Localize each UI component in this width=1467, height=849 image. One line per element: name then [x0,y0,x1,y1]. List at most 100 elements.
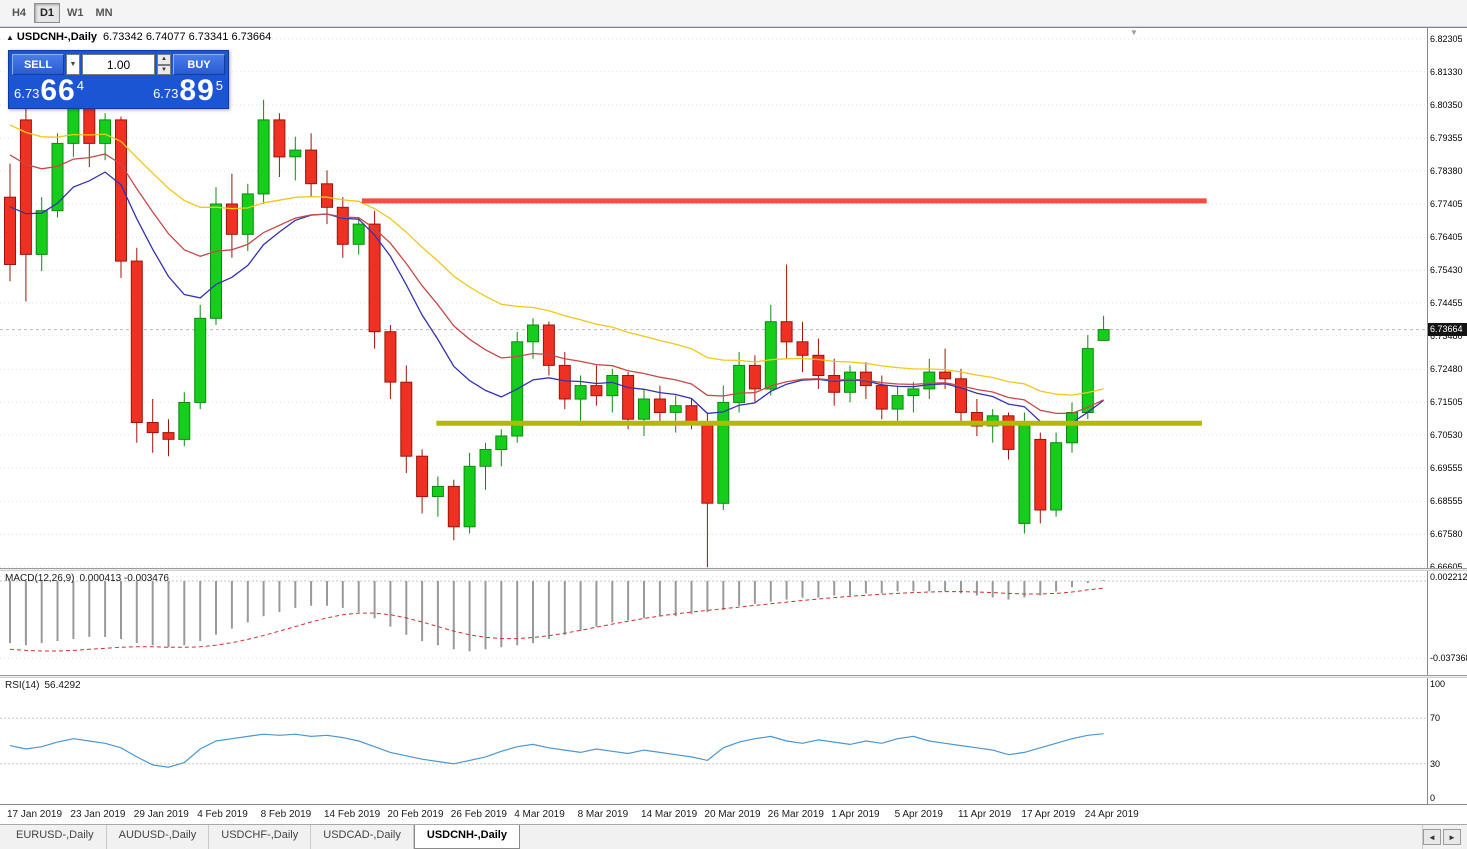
chart-shift-marker-icon[interactable]: ▼ [1130,28,1138,37]
candle[interactable] [194,317,207,403]
candle[interactable] [289,149,302,158]
date-axis-label: 17 Apr 2019 [1021,809,1076,820]
candle[interactable] [178,401,191,440]
candle[interactable] [764,321,777,390]
sell-button[interactable]: SELL [12,54,64,75]
candle[interactable] [733,364,746,403]
candle[interactable] [796,341,809,356]
candle[interactable] [273,119,286,158]
candle[interactable] [875,385,888,410]
candle[interactable] [828,375,841,393]
candle[interactable] [622,375,635,420]
candle[interactable] [970,412,983,427]
volume-decrease-button[interactable]: ▼ [157,64,171,75]
rsi-canvas[interactable] [0,678,1427,804]
candle[interactable] [542,324,555,366]
candle[interactable] [638,398,650,420]
pane-splitter[interactable] [0,675,1467,678]
date-axis[interactable]: 17 Jan 2019 23 Jan 2019 29 Jan 2019 4 Feb 2… [0,804,1467,825]
candle[interactable] [844,371,856,393]
price-chart-canvas[interactable] [0,28,1427,568]
candle[interactable] [939,371,952,380]
candle[interactable] [463,465,476,528]
candle[interactable] [653,398,666,413]
macd-canvas[interactable] [0,571,1427,675]
sell-price-display[interactable]: 6.73 66 4 [14,74,84,107]
date-axis-label: 20 Feb 2019 [387,809,444,820]
candle[interactable] [1002,415,1015,450]
candle[interactable] [1050,442,1063,511]
candle[interactable] [685,405,698,424]
volume-dropdown-button[interactable]: ▼ [66,54,80,75]
candle[interactable] [558,364,571,400]
candle[interactable] [305,149,318,185]
candle[interactable] [19,119,32,255]
candle[interactable] [891,395,904,410]
pane-splitter[interactable] [0,568,1467,571]
candle[interactable] [495,435,508,450]
candle[interactable] [400,381,413,457]
candle[interactable] [574,385,587,400]
tabs-scroll-right-button[interactable]: ► [1443,829,1461,845]
candle[interactable] [923,371,936,390]
candle[interactable] [955,378,967,413]
candle[interactable] [590,385,603,397]
candle[interactable] [162,432,175,440]
rsi-label: RSI(14) 56.4292 [5,680,86,691]
chart-tab-usdchf[interactable]: USDCHF-,Daily [209,825,312,849]
candle[interactable] [1034,438,1047,511]
candle[interactable] [4,196,16,265]
candle[interactable] [416,455,429,498]
candle[interactable] [336,206,349,245]
candle[interactable] [717,401,730,504]
candle[interactable] [257,119,270,195]
candle[interactable] [51,142,64,212]
volume-increase-button[interactable]: ▲ [157,54,171,65]
candle[interactable] [321,183,333,208]
buy-price-display[interactable]: 6.73 89 5 [153,76,223,106]
candle[interactable] [225,203,238,235]
chart-tab-eurusd[interactable]: EURUSD-,Daily [4,825,107,849]
candle[interactable] [527,324,539,343]
buy-button[interactable]: BUY [173,54,225,75]
candle[interactable] [606,375,619,397]
price-axis[interactable]: 6.73664 6.82305 6.81330 6.80350 6.79355 6.78… [1427,28,1467,568]
candle[interactable] [130,260,143,423]
candle[interactable] [907,388,920,397]
candle[interactable] [1097,329,1110,341]
tabs-scroll-left-button[interactable]: ◄ [1423,829,1441,845]
timeframe-button-mn[interactable]: MN [91,3,118,23]
sell-price-pips: 66 [40,74,76,107]
candle[interactable] [701,422,714,504]
timeframe-button-w1[interactable]: W1 [62,3,89,23]
candle[interactable] [35,210,48,255]
candle[interactable] [1066,412,1078,444]
candle[interactable] [431,485,444,497]
candle[interactable] [1018,422,1031,524]
candle[interactable] [479,449,492,467]
rsi-pane: RSI(14) 56.4292 100 70 30 0 [0,678,1467,804]
chart-tab-usdcnh[interactable]: USDCNH-,Daily [413,824,520,849]
candle[interactable] [859,371,872,387]
chart-tab-audusd[interactable]: AUDUSD-,Daily [107,825,210,849]
candle[interactable] [115,119,127,262]
candle[interactable] [669,405,682,413]
candle[interactable] [780,321,793,343]
volume-input[interactable] [82,54,155,75]
candle[interactable] [384,331,397,383]
candle[interactable] [210,203,222,319]
candle[interactable] [812,354,825,376]
candle[interactable] [368,223,381,333]
chart-title: ▲ USDCNH-,Daily 6.73342 6.74077 6.73341 6.… [6,31,271,43]
candle[interactable] [447,485,460,528]
candle[interactable] [241,193,254,235]
candle[interactable] [352,223,365,245]
candle[interactable] [99,119,112,144]
timeframe-button-d1[interactable]: D1 [34,3,60,23]
candle[interactable] [146,422,159,434]
candle[interactable] [1081,348,1094,414]
chart-tab-usdcad[interactable]: USDCAD-,Daily [311,825,414,849]
candle[interactable] [748,364,761,390]
symbol-expand-icon[interactable]: ▲ [6,33,14,42]
timeframe-button-h4[interactable]: H4 [6,3,32,23]
